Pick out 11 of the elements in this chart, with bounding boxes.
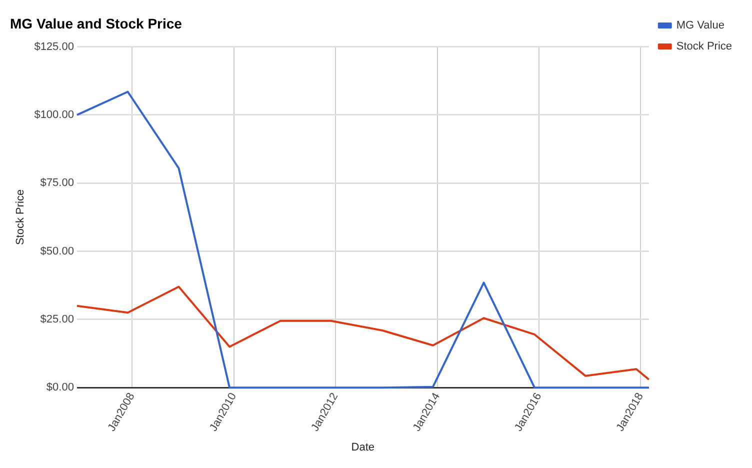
legend-label: MG Value [676,20,724,32]
legend-label: Stock Price [676,40,732,53]
y-tick-label: $125.00 [34,40,74,53]
x-axis-title: Date [351,441,375,454]
chart-title: MG Value and Stock Price [10,15,182,32]
y-tick-label: $100.00 [34,109,74,121]
y-axis-title: Stock Price [14,189,27,246]
y-tick-label: $50.00 [40,245,74,258]
y-tick-label: $25.00 [40,314,74,326]
y-tick-label: $75.00 [40,177,74,190]
y-tick-label: $0.00 [46,382,74,394]
